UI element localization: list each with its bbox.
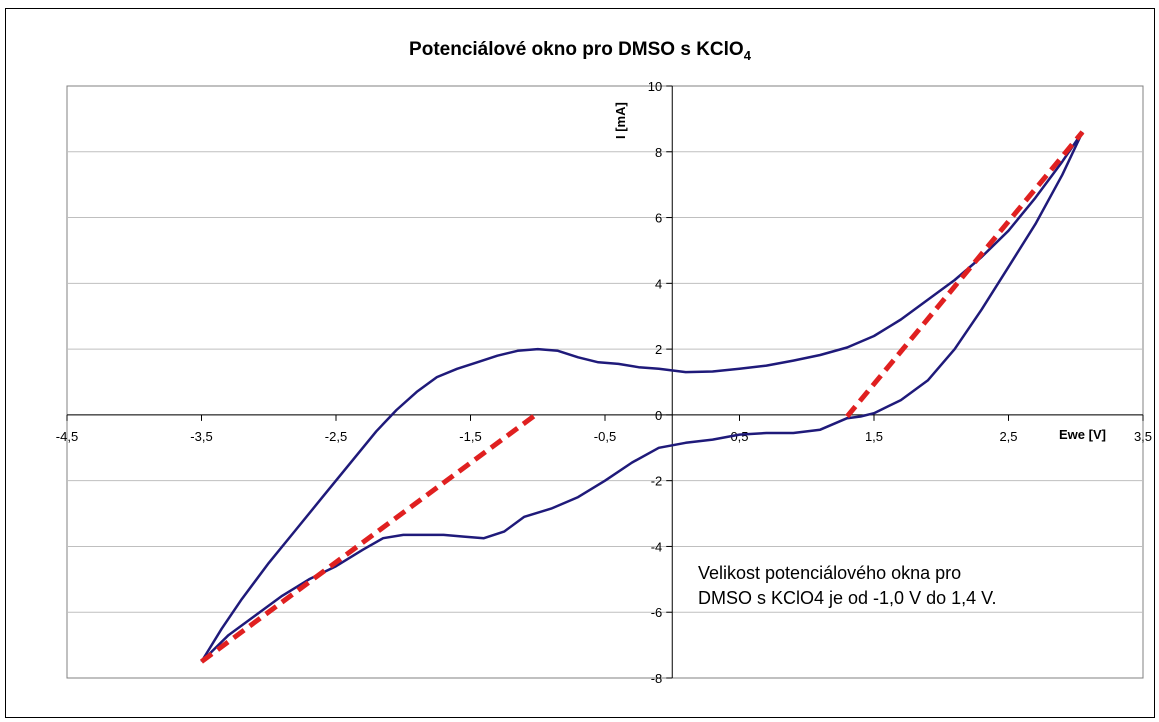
x-tick-label: 3,5 <box>1134 429 1152 444</box>
y-tick-label: -6 <box>651 605 663 620</box>
cv-curve-1 <box>200 131 1084 663</box>
y-axis-label: I [mA] <box>613 102 628 139</box>
axes: -4,5 -3,5 -2,5 -1,5 -0,5 0,5 1,5 2,5 3,5 -8 -6 -4 -2… <box>56 79 1152 686</box>
cv-curve-0 <box>200 131 1084 663</box>
x-tick-label: -3,5 <box>190 429 212 444</box>
y-tick-label: 6 <box>655 211 662 226</box>
x-tick-label: -4,5 <box>56 429 78 444</box>
y-tick-label: -8 <box>651 671 663 686</box>
y-tick-label: 0 <box>655 408 662 423</box>
y-tick-label: -2 <box>651 474 663 489</box>
cv-chart: Potenciálové okno pro DMSO s KClO4 -4,5-… <box>56 39 1152 686</box>
annotation-line-2: DMSO s KClO4 je od -1,0 V do 1,4 V. <box>698 588 996 608</box>
annotation-text: Velikost potenciálového okna pro DMSO s … <box>698 563 996 608</box>
x-tick-label: 2,5 <box>999 429 1017 444</box>
tangent-line-3 <box>845 130 1085 419</box>
tangent-line-2 <box>200 411 540 664</box>
y-tick-label: 8 <box>655 145 662 160</box>
annotation-line-1: Velikost potenciálového okna pro <box>698 563 961 583</box>
x-tick-label: -1,5 <box>459 429 481 444</box>
plot-area <box>66 85 1144 679</box>
x-tick-label: -2,5 <box>325 429 347 444</box>
y-tick-label: -4 <box>651 539 663 554</box>
y-tick-label: 2 <box>655 342 662 357</box>
x-tick-label: 1,5 <box>865 429 883 444</box>
grid-lines <box>67 151 1143 613</box>
x-axis-label: Ewe [V] <box>1059 427 1106 442</box>
x-tick-label: 0,5 <box>730 429 748 444</box>
series-layer <box>200 130 1085 664</box>
chart-title: Potenciálové okno pro DMSO s KClO4 <box>409 39 752 63</box>
y-tick-label: 10 <box>648 79 662 94</box>
y-tick-label: 4 <box>655 276 662 291</box>
x-tick-label: -0,5 <box>594 429 616 444</box>
chart-title-subscript: 4 <box>744 48 752 63</box>
chart-frame: Potenciálové okno pro DMSO s KClO4 -4,5-… <box>5 8 1155 718</box>
